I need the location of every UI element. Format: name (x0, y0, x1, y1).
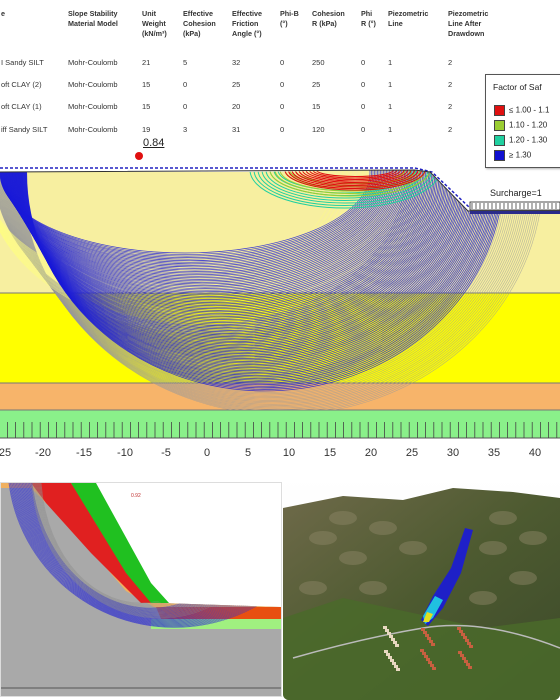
x-tick-label: 40 (528, 447, 542, 459)
table-cell: oft CLAY (1) (1, 102, 42, 111)
table-cell: 0 (280, 80, 285, 89)
table-cell: 120 (312, 125, 325, 134)
x-tick-label: -20 (35, 447, 51, 459)
table-cell: iff Sandy SILT (1, 125, 48, 134)
table-cell: 0 (183, 80, 188, 89)
legend-title: Factor of Saf (493, 82, 542, 92)
table-cell: 2 (448, 102, 453, 111)
col-header-unit-weight: Unit Weight (kN/m³) (142, 9, 167, 38)
x-tick-label: 0 (203, 447, 211, 459)
surcharge-label: Surcharge=1 (490, 188, 542, 198)
col-header-phi-r: Phi R (°) (361, 9, 376, 28)
table-cell: Mohr-Coulomb (68, 58, 118, 67)
table-cell: 2 (448, 125, 453, 134)
table-cell: 5 (183, 58, 188, 67)
surcharge-load (469, 201, 560, 214)
col-header-cohesion: Effective Cohesion (kPa) (183, 9, 216, 38)
table-cell: 0 (280, 102, 285, 111)
table-cell: 0 (361, 58, 366, 67)
x-tick-label: 30 (446, 447, 460, 459)
legend-item: 1.10 - 1.20 (494, 120, 547, 132)
table-cell: 15 (142, 80, 151, 89)
thumbnail-fos-label: 0.92 (131, 493, 141, 499)
table-cell: 1 (388, 125, 393, 134)
table-cell: 15 (142, 102, 151, 111)
col-header-cohesion-r: Cohesion R (kPa) (312, 9, 345, 28)
x-tick-label: 15 (323, 447, 337, 459)
material-properties-table: e Slope Stability Material Model Unit We… (0, 0, 560, 160)
x-tick-label: -15 (76, 447, 92, 459)
table-cell: 250 (312, 58, 325, 67)
col-header-piezo-drawdown: Piezometric Line After Drawdown (448, 9, 489, 38)
x-tick-label: 20 (364, 447, 378, 459)
table-cell: 2 (448, 80, 453, 89)
table-cell: 1 (388, 102, 393, 111)
slope-stability-main-panel: e Slope Stability Material Model Unit We… (0, 0, 560, 459)
x-tick-label: 25 (405, 447, 419, 459)
col-header-model: Slope Stability Material Model (68, 9, 118, 28)
table-cell: 25 (232, 80, 241, 89)
critical-slip-center (135, 152, 143, 160)
x-axis (7, 422, 558, 438)
legend-item: ≥ 1.30 (494, 150, 531, 162)
terrain-landslide-thumbnail (283, 478, 560, 700)
x-tick-label: -5 (161, 447, 171, 459)
table-cell: 15 (312, 102, 321, 111)
table-cell: 32 (232, 58, 241, 67)
slope-model-figure: 0.92 (1, 483, 281, 696)
x-tick-label: -10 (117, 447, 133, 459)
table-cell: 21 (142, 58, 151, 67)
table-cell: 0 (280, 125, 285, 134)
table-cell: 0 (361, 80, 366, 89)
col-header-name: e (1, 9, 5, 18)
slope-cross-section (0, 152, 560, 439)
soil-layer-green (0, 410, 560, 438)
table-cell: Mohr-Coulomb (68, 125, 118, 134)
table-cell: 25 (312, 80, 321, 89)
x-tick-label: 25 (0, 447, 12, 459)
table-cell: oft CLAY (2) (1, 80, 42, 89)
x-tick-label: 5 (244, 447, 252, 459)
col-header-friction: Effective Friction Angle (°) (232, 9, 262, 38)
table-cell: 0 (361, 125, 366, 134)
slope-model-thumbnail: 0.92 (0, 482, 282, 697)
table-cell: Mohr-Coulomb (68, 102, 118, 111)
legend-item: ≤ 1.00 - 1.1 (494, 105, 549, 117)
critical-factor-of-safety: 0.84 (143, 137, 165, 149)
terrain-figure (283, 478, 560, 700)
col-header-piezo: Piezometric Line (388, 9, 429, 28)
factor-of-safety-legend: Factor of Saf ≤ 1.00 - 1.1 1.10 - 1.20 1… (485, 74, 560, 168)
table-cell: 20 (232, 102, 241, 111)
piezometric-line (0, 167, 560, 209)
table-cell: 0 (183, 102, 188, 111)
table-cell: 1 (388, 80, 393, 89)
table-cell: 19 (142, 125, 151, 134)
x-tick-label: 35 (487, 447, 501, 459)
table-cell: 0 (280, 58, 285, 67)
table-cell: 2 (448, 58, 453, 67)
x-tick-label: 10 (282, 447, 296, 459)
table-cell: I Sandy SILT (1, 58, 44, 67)
table-cell: 0 (361, 102, 366, 111)
table-cell: 1 (388, 58, 393, 67)
table-cell: 31 (232, 125, 241, 134)
col-header-phib: Phi-B (°) (280, 9, 299, 28)
legend-item: 1.20 - 1.30 (494, 135, 547, 147)
table-cell: 3 (183, 125, 188, 134)
table-cell: Mohr-Coulomb (68, 80, 118, 89)
